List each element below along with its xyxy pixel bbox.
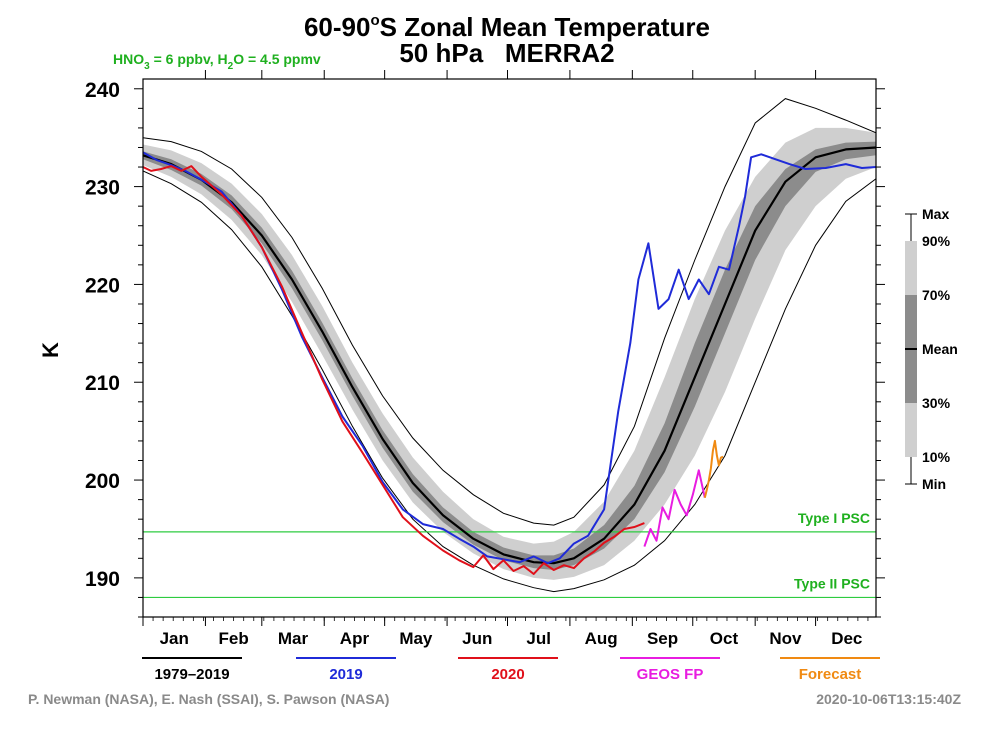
month-label: Mar bbox=[278, 629, 309, 648]
band-legend: Max 90% 70% Mean 30% 10% Min bbox=[905, 206, 958, 492]
series-line-3 bbox=[143, 165, 645, 575]
series-line-1 bbox=[143, 146, 876, 565]
legend-label-3: 2020 bbox=[491, 666, 524, 683]
chart-subtitle: 50 hPa MERRA2 bbox=[399, 38, 614, 68]
x-axis: Jan Feb Mar Apr May Jun Jul Aug Sep Oct Nov Dec bbox=[142, 70, 869, 648]
y-tick-label: 230 bbox=[85, 177, 120, 200]
band-legend-label: 70% bbox=[922, 287, 951, 303]
y-axis-label: K bbox=[38, 342, 63, 358]
month-label: Jun bbox=[462, 629, 492, 648]
y-tick-label: 210 bbox=[85, 372, 120, 395]
series-line-4 bbox=[643, 469, 706, 547]
legend-label-1: 1979–2019 bbox=[154, 666, 229, 683]
y-tick-label: 200 bbox=[85, 470, 120, 493]
month-label: Jul bbox=[526, 629, 551, 648]
climatology-bands bbox=[143, 98, 876, 593]
chart-title: 60-90oS Zonal Mean Temperature bbox=[304, 12, 710, 42]
month-label: Feb bbox=[219, 629, 249, 648]
chemistry-note: HNO3 = 6 ppbv, H2O = 4.5 ppmv bbox=[113, 51, 321, 72]
month-label: Dec bbox=[831, 629, 862, 648]
timestamp-text: 2020-10-06T13:15:40Z bbox=[816, 691, 961, 707]
series-line-5 bbox=[703, 439, 724, 498]
band-legend-label: 90% bbox=[922, 233, 951, 249]
band-legend-label: Min bbox=[922, 476, 946, 492]
band-legend-label: Mean bbox=[922, 341, 958, 357]
month-label: Apr bbox=[340, 629, 370, 648]
legend-label-4: GEOS FP bbox=[637, 666, 704, 683]
band-legend-label: Max bbox=[922, 206, 949, 222]
plot-frame bbox=[142, 78, 877, 618]
month-label: Aug bbox=[585, 629, 618, 648]
y-axis: 190 200 210 220 230 240 bbox=[85, 79, 885, 618]
legend-label-2: 2019 bbox=[329, 666, 362, 683]
psc-reference-lines: Type I PSC Type II PSC bbox=[143, 510, 876, 599]
series-lines bbox=[143, 146, 876, 575]
credits-text: P. Newman (NASA), E. Nash (SSAI), S. Paw… bbox=[28, 691, 389, 707]
month-label: Nov bbox=[769, 629, 802, 648]
y-tick-label: 220 bbox=[85, 274, 120, 297]
band-legend-label: 30% bbox=[922, 395, 951, 411]
band-legend-label: 10% bbox=[922, 449, 951, 465]
month-label: Sep bbox=[647, 629, 678, 648]
band-30-70-percentile bbox=[143, 141, 876, 571]
psc-label-1: Type I PSC bbox=[798, 510, 870, 526]
month-label: May bbox=[399, 629, 433, 648]
month-label: Oct bbox=[710, 629, 739, 648]
series-legend: 1979–2019 2019 2020 GEOS FP Forecast bbox=[142, 657, 880, 683]
month-label: Jan bbox=[160, 629, 189, 648]
legend-label-5: Forecast bbox=[799, 666, 862, 683]
min-line bbox=[143, 170, 876, 593]
psc-label-2: Type II PSC bbox=[794, 575, 870, 591]
max-line bbox=[143, 98, 876, 526]
y-tick-label: 190 bbox=[85, 568, 120, 591]
y-tick-label: 240 bbox=[85, 79, 120, 102]
series-line-2 bbox=[143, 151, 876, 565]
